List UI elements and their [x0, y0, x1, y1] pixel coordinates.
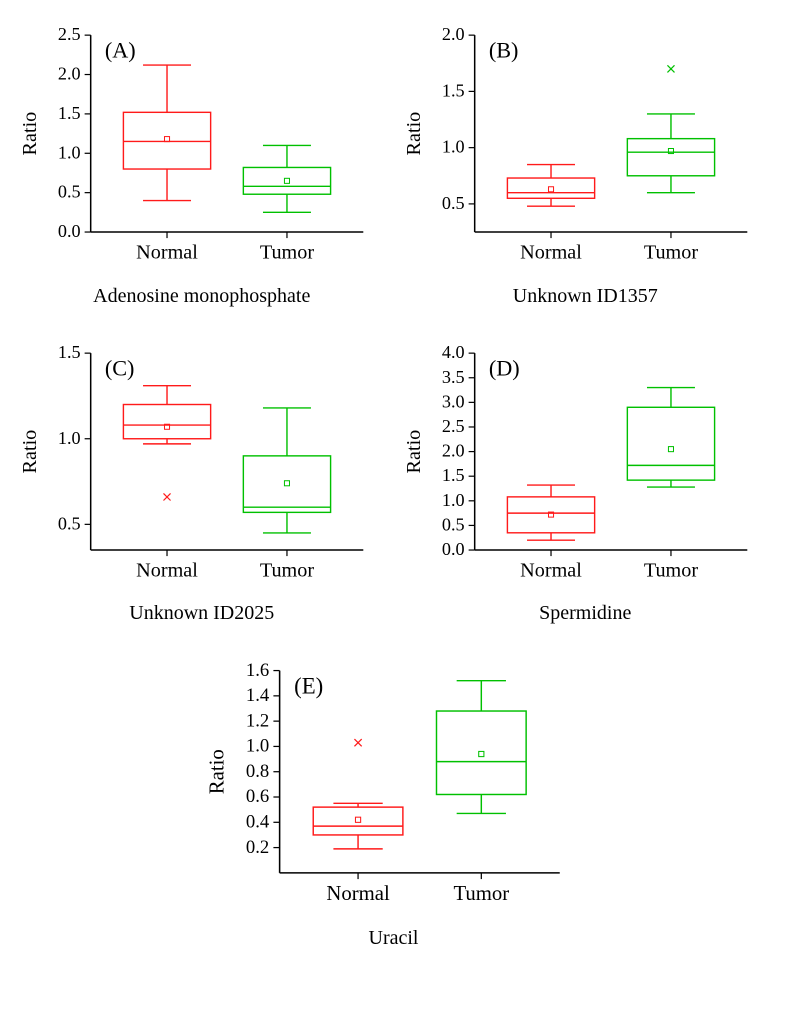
svg-text:Normal: Normal — [136, 241, 198, 263]
svg-text:Tumor: Tumor — [260, 241, 315, 263]
svg-text:1.5: 1.5 — [58, 103, 81, 123]
svg-text:1.0: 1.0 — [58, 427, 81, 447]
svg-text:4.0: 4.0 — [441, 342, 464, 362]
svg-text:1.0: 1.0 — [441, 137, 464, 157]
svg-text:3.5: 3.5 — [441, 366, 464, 386]
panel-title-C: Unknown ID2025 — [20, 602, 384, 625]
svg-text:2.0: 2.0 — [441, 24, 464, 44]
svg-text:0.4: 0.4 — [246, 812, 270, 833]
panel-title-E: Uracil — [207, 927, 581, 950]
svg-text:(E): (E) — [294, 673, 323, 698]
svg-text:1.4: 1.4 — [246, 685, 270, 706]
svg-text:0.5: 0.5 — [441, 193, 464, 213]
svg-text:(A): (A) — [105, 37, 136, 62]
svg-text:Normal: Normal — [520, 241, 582, 263]
svg-text:(C): (C) — [105, 355, 135, 380]
svg-text:0.0: 0.0 — [441, 539, 464, 559]
svg-text:2.5: 2.5 — [441, 416, 464, 436]
svg-text:Ratio: Ratio — [404, 112, 425, 156]
svg-text:2.5: 2.5 — [58, 24, 81, 44]
panel-title-A: Adenosine monophosphate — [20, 285, 384, 308]
panel-A: 0.0 0.5 1.0 1.5 2.0 2.5 Normal Tumor Ratio (A) Ade… — [20, 20, 384, 308]
svg-text:1.5: 1.5 — [58, 342, 81, 362]
svg-text:Ratio: Ratio — [20, 112, 41, 156]
svg-text:Tumor: Tumor — [453, 883, 509, 905]
boxplot-B: 0.5 1.0 1.5 2.0 Normal Tumor Ratio (B) — [404, 20, 768, 283]
svg-text:(B): (B) — [488, 37, 518, 62]
svg-text:Tumor: Tumor — [643, 241, 698, 263]
svg-text:Ratio: Ratio — [20, 429, 41, 473]
svg-text:Ratio: Ratio — [207, 749, 229, 794]
boxplot-D: 0.0 0.5 1.0 1.5 2.0 2.5 3.0 3.5 4.0 Normal Tumor Ra… — [404, 338, 768, 601]
panel-title-D: Spermidine — [404, 602, 768, 625]
svg-text:3.0: 3.0 — [441, 391, 464, 411]
panel-D: 0.0 0.5 1.0 1.5 2.0 2.5 3.0 3.5 4.0 Normal Tumor Ra… — [404, 338, 768, 626]
svg-text:(D): (D) — [488, 355, 519, 380]
svg-text:1.2: 1.2 — [246, 710, 269, 731]
boxplot-A: 0.0 0.5 1.0 1.5 2.0 2.5 Normal Tumor Ratio (A) — [20, 20, 384, 283]
svg-text:0.5: 0.5 — [441, 514, 464, 534]
svg-text:1.6: 1.6 — [246, 660, 269, 681]
panel-C: 0.5 1.0 1.5 Normal Tumor Ratio (C) Unknown ID2… — [20, 338, 384, 626]
svg-text:2.0: 2.0 — [441, 440, 464, 460]
svg-text:1.0: 1.0 — [58, 142, 81, 162]
svg-text:0.0: 0.0 — [58, 221, 81, 241]
panel-E: 0.2 0.4 0.6 0.8 1.0 1.2 1.4 1.6 Normal Tumor Ratio… — [207, 655, 581, 950]
svg-text:1.0: 1.0 — [441, 489, 464, 509]
svg-text:Normal: Normal — [326, 883, 390, 905]
boxplot-E: 0.2 0.4 0.6 0.8 1.0 1.2 1.4 1.6 Normal Tumor Ratio… — [207, 655, 581, 925]
svg-text:0.6: 0.6 — [246, 786, 269, 807]
svg-text:1.5: 1.5 — [441, 465, 464, 485]
svg-text:Normal: Normal — [520, 559, 582, 581]
panel-title-B: Unknown ID1357 — [404, 285, 768, 308]
svg-text:2.0: 2.0 — [58, 64, 81, 84]
svg-text:1.0: 1.0 — [246, 736, 269, 757]
svg-text:1.5: 1.5 — [441, 80, 464, 100]
svg-text:Tumor: Tumor — [643, 559, 698, 581]
boxplot-C: 0.5 1.0 1.5 Normal Tumor Ratio (C) — [20, 338, 384, 601]
svg-text:0.5: 0.5 — [58, 513, 81, 533]
panel-B: 0.5 1.0 1.5 2.0 Normal Tumor Ratio (B) Unknown … — [404, 20, 768, 308]
svg-text:0.8: 0.8 — [246, 761, 269, 782]
svg-text:Normal: Normal — [136, 559, 198, 581]
svg-text:0.2: 0.2 — [246, 837, 269, 858]
svg-text:0.5: 0.5 — [58, 182, 81, 202]
svg-text:Tumor: Tumor — [260, 559, 315, 581]
svg-text:Ratio: Ratio — [404, 429, 425, 473]
